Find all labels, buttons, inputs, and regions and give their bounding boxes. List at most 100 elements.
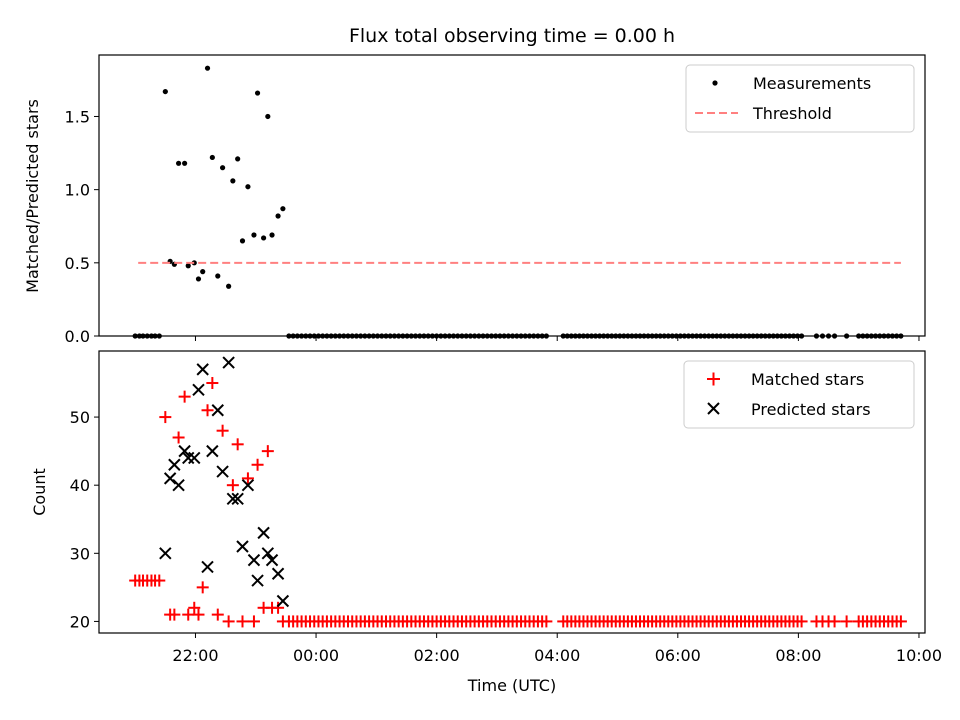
matched-stars-point	[206, 377, 219, 390]
top-x-ticks	[194, 336, 920, 341]
measurement-point	[175, 160, 182, 166]
bottom-y-axis: 20 30 40 50	[70, 408, 99, 631]
predicted-stars-point	[222, 356, 235, 369]
predicted-stars-point	[216, 465, 229, 478]
bottom-subplot: 20 30 40 50 22:00 00:00 02:00 04:00 06:00 08:00 1…	[30, 350, 942, 695]
matched-stars-point	[795, 615, 808, 628]
predicted-stars-point	[251, 574, 264, 587]
top-y-axis: 0.0 0.5 1.0 1.5	[65, 107, 99, 346]
x-tick-label: 10:00	[896, 646, 942, 665]
x-tick-label: 00:00	[293, 646, 339, 665]
measurement-point	[269, 232, 275, 238]
measurement-point	[226, 283, 232, 289]
matched-stars-point	[272, 601, 285, 614]
y-tick-label: 1.5	[65, 107, 90, 126]
matched-stars-point	[251, 458, 264, 471]
legend-matched-label: Matched stars	[751, 370, 864, 389]
measurement-point	[209, 154, 215, 161]
matched-stars-point	[540, 615, 553, 628]
x-tick-label: 22:00	[172, 646, 218, 665]
x-tick-label: 08:00	[775, 646, 821, 665]
y-tick-label: 0.0	[65, 327, 90, 346]
bottom-x-axis: 22:00 00:00 02:00 04:00 06:00 08:00 10:00	[172, 633, 942, 665]
measurement-point	[265, 113, 271, 120]
predicted-stars-point	[265, 553, 279, 567]
measurement-point	[251, 232, 257, 238]
predicted-stars-point	[188, 451, 201, 465]
matched-stars-point	[216, 424, 229, 437]
measurement-point	[239, 238, 246, 244]
measurement-point	[162, 88, 168, 95]
matched-stars-point	[211, 608, 224, 621]
bottom-plot-data	[129, 356, 907, 628]
predicted-stars-point	[226, 492, 240, 506]
predicted-stars-point	[257, 526, 270, 540]
top-plot-frame	[98, 54, 926, 337]
measurement-point	[182, 160, 188, 166]
matched-stars-point	[182, 608, 195, 621]
measurement-point	[185, 263, 191, 269]
predicted-stars-point	[236, 540, 249, 553]
predicted-stars-point	[276, 594, 290, 608]
predicted-stars-point	[168, 458, 181, 471]
measurement-point	[230, 178, 236, 184]
measurement-point	[215, 273, 221, 279]
measurement-point	[204, 65, 211, 71]
legend-predicted-label: Predicted stars	[751, 400, 871, 419]
chart-title: Flux total observing time = 0.00 h	[349, 25, 675, 47]
measurement-point	[260, 235, 267, 241]
measurement-point	[245, 184, 251, 190]
matched-stars-point	[894, 615, 907, 628]
matched-stars-point	[236, 615, 249, 628]
matched-stars-point	[828, 615, 841, 628]
predicted-stars-point	[241, 478, 255, 492]
legend-matched-marker	[707, 372, 720, 386]
predicted-stars-point	[206, 444, 219, 458]
measurement-point	[219, 165, 226, 171]
matched-stars-point	[153, 574, 166, 587]
bottom-y-axis-label: Count	[30, 468, 49, 516]
matched-stars-point	[188, 601, 201, 614]
predicted-stars-point	[211, 404, 224, 417]
legend-measurements-marker	[712, 80, 718, 86]
matched-stars-point	[241, 472, 254, 485]
predicted-stars-point	[231, 492, 244, 506]
legend-measurements-label: Measurements	[753, 74, 871, 93]
x-tick-label: 04:00	[534, 646, 580, 665]
matched-stars-point	[840, 615, 853, 628]
legend-predicted-marker	[707, 402, 720, 415]
matched-stars-point	[226, 479, 239, 492]
y-tick-label: 1.0	[65, 181, 90, 200]
matched-stars-point	[172, 431, 185, 444]
bottom-plot-frame	[98, 350, 926, 634]
y-tick-label: 0.5	[65, 254, 90, 273]
matched-stars-point	[231, 438, 244, 451]
bottom-legend-box	[683, 360, 915, 429]
y-tick-label: 20	[70, 612, 90, 631]
top-legend-box	[685, 64, 915, 133]
y-tick-label: 50	[70, 408, 90, 427]
y-tick-label: 40	[70, 476, 90, 495]
measurement-point	[235, 156, 241, 162]
predicted-stars-point	[172, 478, 185, 492]
predicted-stars-point	[247, 553, 261, 567]
matched-stars-point	[168, 608, 181, 621]
x-axis-label: Time (UTC)	[467, 676, 556, 695]
legend-threshold-label: Threshold	[752, 104, 832, 123]
measurement-point	[200, 269, 206, 275]
top-y-axis-label: Matched/Predicted stars	[23, 99, 42, 293]
matched-stars-point	[159, 411, 172, 424]
measurement-point	[195, 276, 202, 282]
x-tick-label: 06:00	[655, 646, 701, 665]
matched-stars-point	[192, 608, 205, 621]
predicted-stars-point	[163, 472, 177, 485]
measurement-point	[280, 206, 286, 212]
predicted-stars-point	[178, 444, 191, 458]
predicted-stars-point	[159, 547, 172, 560]
matched-stars-point	[178, 390, 191, 403]
matched-stars-point	[196, 581, 209, 594]
top-legend: Measurements Threshold	[685, 64, 915, 133]
predicted-stars-point	[201, 560, 214, 574]
matched-stars-point	[261, 445, 274, 458]
predicted-stars-point	[271, 567, 285, 580]
